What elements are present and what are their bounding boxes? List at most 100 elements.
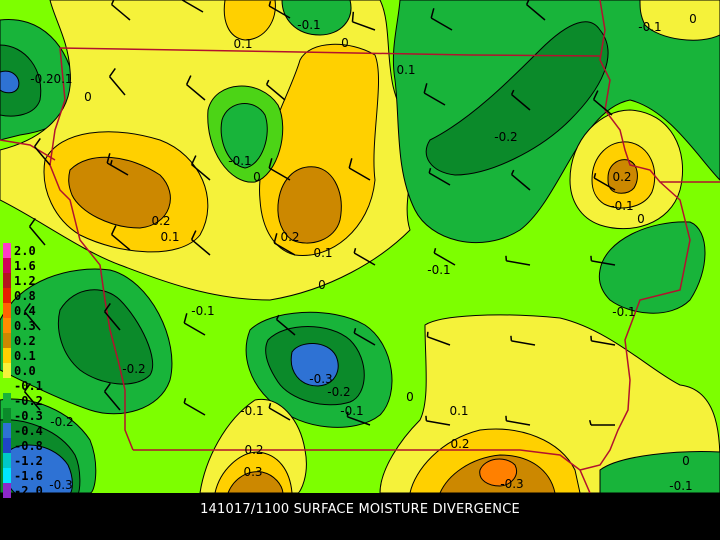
wind-barb: [593, 172, 616, 191]
wind-barb: [23, 382, 41, 411]
legend-label: -0.3: [14, 409, 43, 423]
fill-neg-center-blue: [290, 343, 339, 387]
legend-swatch: [3, 288, 11, 303]
wind-barb: [353, 327, 376, 346]
border-east-mid: [579, 181, 691, 471]
contour-label: -0.1: [612, 305, 635, 319]
border-west-upper: [49, 47, 134, 451]
wind-barb: [106, 153, 129, 176]
wind-barb: [110, 0, 131, 21]
fill-neg-nw-blue: [0, 70, 20, 94]
contour-label: 0: [637, 212, 645, 226]
contour-label: -0.1: [297, 18, 320, 32]
legend-swatch: [3, 333, 11, 348]
wind-barb: [590, 255, 616, 266]
contour-label: -0.2: [30, 72, 53, 86]
wind-barb: [273, 233, 296, 256]
wind-barb: [505, 255, 531, 266]
contour-label: 0: [689, 12, 697, 26]
wind-barb: [185, 75, 206, 101]
contour-label: 0: [253, 170, 261, 184]
legend-swatch: [3, 423, 11, 438]
legend-swatch: [3, 378, 11, 393]
wind-barb: [33, 137, 51, 166]
wind-barb: [346, 411, 371, 426]
legend-swatch: [3, 468, 11, 483]
contour-label: 0.1: [396, 63, 415, 77]
wind-barb: [265, 79, 286, 101]
legend-swatch: [3, 483, 11, 498]
legend-label: 0.8: [14, 289, 36, 303]
wind-barb: [268, 402, 291, 421]
contour-label: -0.2: [122, 362, 145, 376]
contour-label: -0.2: [50, 415, 73, 429]
contour-label: 0.1: [160, 230, 179, 244]
wind-barb: [525, 0, 546, 21]
wind-barb: [110, 225, 131, 251]
contour-label: 0.2: [244, 443, 263, 457]
wind-barb: [428, 167, 451, 186]
wind-barb: [103, 382, 121, 411]
fill-pos-south-center-brown: [227, 471, 284, 493]
legend-swatch: [3, 438, 11, 453]
fill-pos-top-orange: [223, 0, 276, 41]
legend-swatch: [3, 453, 11, 468]
contour-label: 0.1: [449, 404, 468, 418]
wind-barb: [190, 230, 211, 256]
border-east-top: [599, 0, 720, 183]
footer-bar: [0, 493, 720, 540]
contour-label: 0.1: [233, 37, 252, 51]
fill-neg-island1-inner: [220, 103, 268, 169]
wind-barb: [430, 8, 453, 31]
contour-label: -0.1: [240, 404, 263, 418]
legend-swatch: [3, 318, 11, 333]
wind-barb: [426, 331, 451, 346]
border-north: [59, 47, 601, 57]
contour-label: -0.1: [228, 154, 251, 168]
contour-label: -0.2: [494, 130, 517, 144]
legend-label: -0.4: [14, 424, 43, 438]
contour-label: 0: [406, 390, 414, 404]
fill-pos-north-brown2: [277, 166, 342, 244]
wind-barb: [510, 169, 531, 191]
wind-barb: [510, 335, 536, 346]
wind-barb: [268, 0, 291, 19]
contour-label: -0.3: [309, 372, 332, 386]
map-caption: 141017/1100 SURFACE MOISTURE DIVERGENCE: [200, 502, 520, 517]
legend-label: 0.1: [14, 349, 36, 363]
legend-label: -0.1: [14, 379, 43, 393]
contour-fills: [0, 0, 720, 493]
contour-label: 0.2: [151, 214, 170, 228]
fill-pos-north-brown1: [68, 156, 171, 229]
legend-swatch: [3, 393, 11, 408]
fill-neg-nw-dark: [0, 44, 42, 117]
contour-label: -0.1: [191, 304, 214, 318]
wind-barb: [23, 302, 41, 331]
contour-label: -0.2: [327, 385, 350, 399]
wind-barb: [108, 67, 126, 96]
contour-label: 0.2: [450, 437, 469, 451]
contour-label: -0.1: [610, 199, 633, 213]
contour-label: -0.1: [340, 404, 363, 418]
contour-label: -0.1: [638, 20, 661, 34]
contour-label: 0.1: [53, 72, 72, 86]
legend-swatch: [3, 408, 11, 423]
wind-barb: [28, 217, 46, 246]
legend-label: 1.2: [14, 274, 36, 288]
legend-label: 0.3: [14, 319, 36, 333]
contour-label: 0: [84, 90, 92, 104]
legend-label: 1.6: [14, 259, 36, 273]
contour-label: 0.2: [612, 170, 631, 184]
wind-barb: [268, 158, 291, 181]
legend-swatch: [3, 363, 11, 378]
border-sw: [133, 449, 591, 493]
wind-barb: [181, 0, 204, 13]
contour-label: 0.2: [280, 230, 299, 244]
legend-label: -1.6: [14, 469, 43, 483]
contour-label: 0: [341, 36, 349, 50]
contour-label: -0.3: [49, 478, 72, 492]
wind-barbs: [23, 0, 616, 426]
contour-label: -0.3: [500, 477, 523, 491]
